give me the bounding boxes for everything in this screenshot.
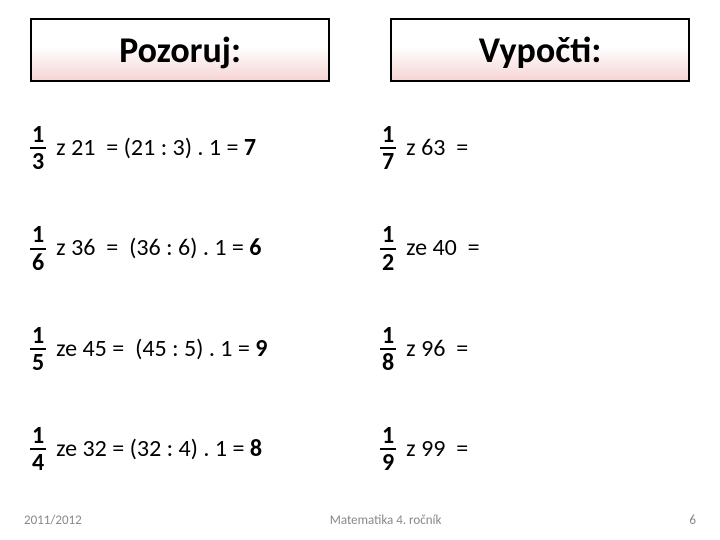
equation-text: z 96 = xyxy=(406,336,473,362)
equation-text: ze 45 = (45 : 5) . 1 = 9 xyxy=(56,336,267,362)
equation-text: ze 40 = xyxy=(406,235,485,261)
denominator: 4 xyxy=(30,450,46,475)
footer-page-number: 6 xyxy=(689,513,696,528)
equation-row: 1 6 z 36 = (36 : 6) . 1 = 6 xyxy=(30,222,340,274)
footer-year: 2011/2012 xyxy=(24,513,82,528)
observe-header: Pozoruj: xyxy=(30,18,330,82)
content-area: 1 3 z 21 = (21 : 3) . 1 = 7 1 6 z 36 = (… xyxy=(0,92,720,476)
numerator: 1 xyxy=(30,122,46,149)
equation-text: ze 32 = (32 : 4) . 1 = 8 xyxy=(56,436,262,462)
equation-row: 1 5 ze 45 = (45 : 5) . 1 = 9 xyxy=(30,323,340,375)
fraction: 1 7 xyxy=(380,122,396,174)
numerator: 1 xyxy=(30,323,46,350)
numerator: 1 xyxy=(30,423,46,450)
right-column: 1 7 z 63 = 1 2 ze 40 = 1 8 z 96 = 1 9 xyxy=(380,122,690,476)
left-column: 1 3 z 21 = (21 : 3) . 1 = 7 1 6 z 36 = (… xyxy=(30,122,340,476)
footer: 2011/2012 Matematika 4. ročník 6 xyxy=(0,513,720,528)
equation-text: z 21 = (21 : 3) . 1 = 7 xyxy=(56,135,256,161)
denominator: 7 xyxy=(380,149,396,174)
fraction: 1 6 xyxy=(30,222,46,274)
fraction: 1 2 xyxy=(380,222,396,274)
equation-row: 1 4 ze 32 = (32 : 4) . 1 = 8 xyxy=(30,423,340,475)
fraction: 1 9 xyxy=(380,423,396,475)
fraction: 1 4 xyxy=(30,423,46,475)
equation-row: 1 2 ze 40 = xyxy=(380,222,690,274)
numerator: 1 xyxy=(380,423,396,450)
denominator: 9 xyxy=(380,450,396,475)
denominator: 5 xyxy=(30,350,46,375)
denominator: 6 xyxy=(30,250,46,275)
numerator: 1 xyxy=(380,122,396,149)
numerator: 1 xyxy=(380,323,396,350)
equation-row: 1 3 z 21 = (21 : 3) . 1 = 7 xyxy=(30,122,340,174)
denominator: 8 xyxy=(380,350,396,375)
equation-text: z 36 = (36 : 6) . 1 = 6 xyxy=(56,235,261,261)
fraction: 1 8 xyxy=(380,323,396,375)
equation-row: 1 7 z 63 = xyxy=(380,122,690,174)
equation-row: 1 8 z 96 = xyxy=(380,323,690,375)
equation-text: z 63 = xyxy=(406,135,473,161)
numerator: 1 xyxy=(380,222,396,249)
equation-row: 1 9 z 99 = xyxy=(380,423,690,475)
denominator: 3 xyxy=(30,149,46,174)
fraction: 1 5 xyxy=(30,323,46,375)
footer-subject: Matematika 4. ročník xyxy=(82,513,690,528)
numerator: 1 xyxy=(30,222,46,249)
fraction: 1 3 xyxy=(30,122,46,174)
compute-header: Vypočti: xyxy=(390,18,690,82)
equation-text: z 99 = xyxy=(406,436,473,462)
denominator: 2 xyxy=(380,250,396,275)
